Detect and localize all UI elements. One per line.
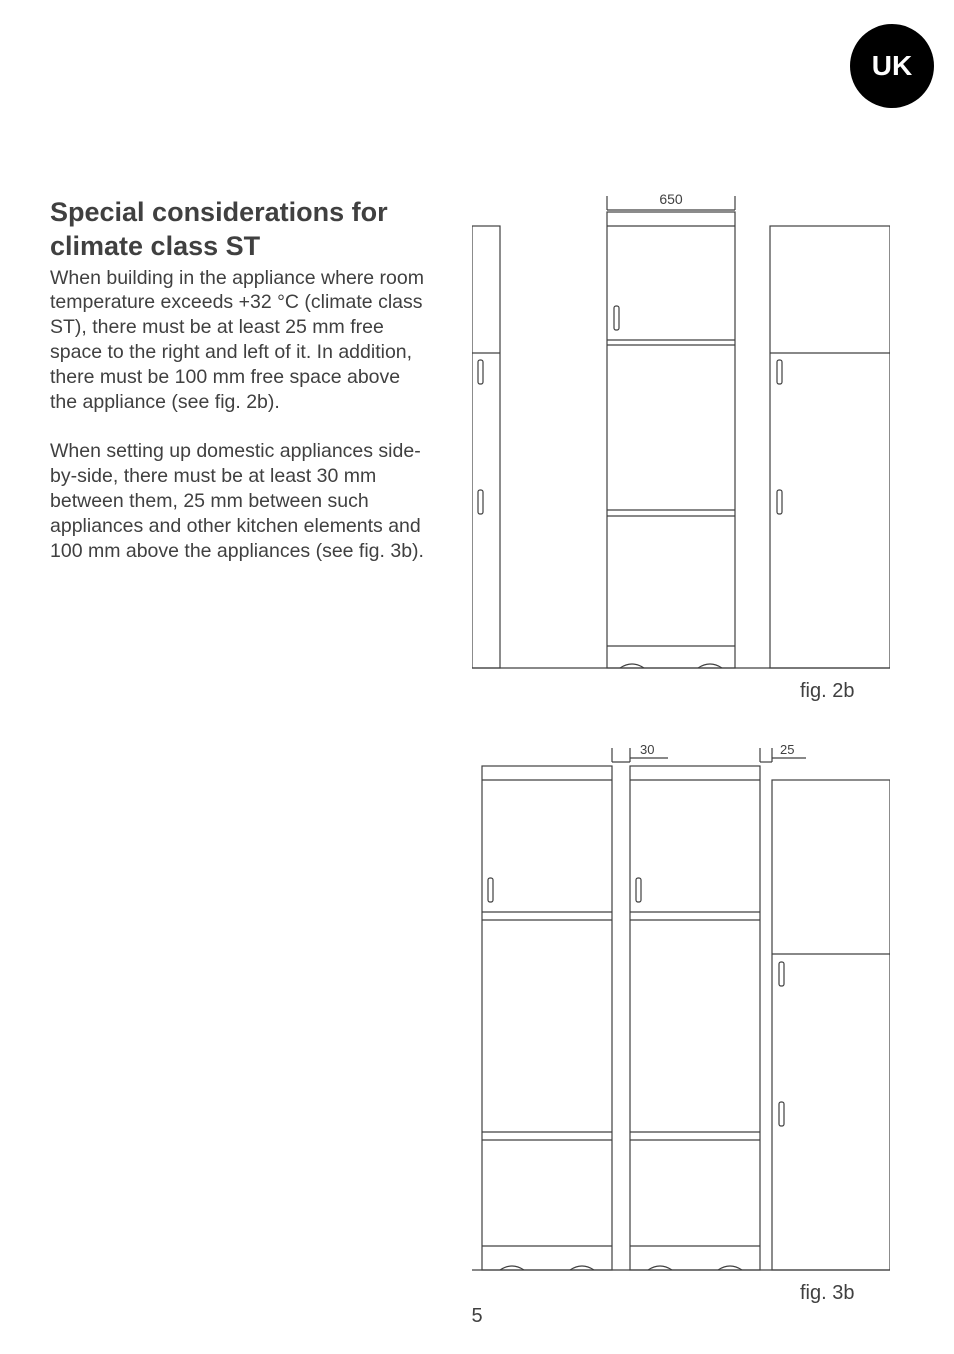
paragraph-2: When setting up domestic appliances side… bbox=[50, 439, 430, 564]
dim-25: 25 bbox=[780, 742, 794, 757]
section-heading: Special considerations for climate class… bbox=[50, 196, 430, 264]
figure-3b-caption: fig. 3b bbox=[800, 1282, 854, 1305]
paragraph-1: When building in the appliance where roo… bbox=[50, 266, 430, 416]
figure-2b: 650 bbox=[472, 190, 890, 675]
region-badge: UK bbox=[850, 24, 934, 108]
figure-3b-svg: 30 25 bbox=[472, 742, 890, 1272]
page-number: 5 bbox=[0, 1305, 954, 1328]
figure-3b: 30 25 bbox=[472, 742, 890, 1277]
dim-650: 650 bbox=[659, 191, 683, 207]
text-column: Special considerations for climate class… bbox=[50, 196, 430, 564]
dim-30: 30 bbox=[640, 742, 654, 757]
region-badge-label: UK bbox=[872, 50, 912, 82]
figure-2b-caption: fig. 2b bbox=[800, 680, 854, 703]
figure-2b-svg: 650 bbox=[472, 190, 890, 670]
